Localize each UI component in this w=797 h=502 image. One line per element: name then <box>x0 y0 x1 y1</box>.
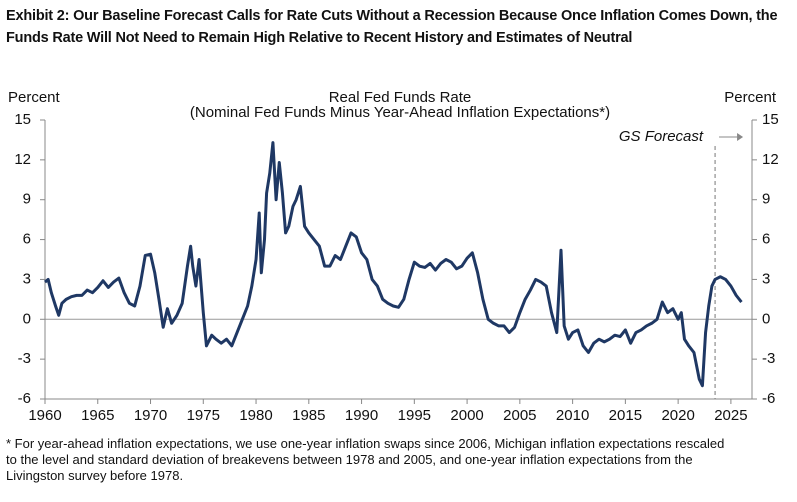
x-tick-label: 2020 <box>661 407 694 424</box>
arrow-head <box>737 133 744 141</box>
x-tick-label: 1965 <box>81 407 114 424</box>
y-tick-label: 15 <box>14 111 31 128</box>
x-tick-label: 2025 <box>714 407 747 424</box>
x-tick-label: 1995 <box>398 407 431 424</box>
y-tick-label: 9 <box>23 191 31 208</box>
x-tick-label: 1975 <box>187 407 220 424</box>
x-tick-label: 1980 <box>239 407 272 424</box>
x-tick-label: 1970 <box>134 407 167 424</box>
y-tick-label: -6 <box>18 390 31 407</box>
x-tick-label: 2000 <box>450 407 483 424</box>
chart-title: Real Fed Funds Rate <box>329 89 472 106</box>
x-tick-label: 2005 <box>503 407 536 424</box>
y-tick-label: 0 <box>23 310 31 327</box>
y2-axis-label: Percent <box>724 89 777 106</box>
y-axis-label: Percent <box>8 89 61 106</box>
data-line <box>44 141 743 388</box>
footnote: * For year-ahead inflation expectations,… <box>6 436 725 483</box>
y2-tick-label: 15 <box>762 111 779 128</box>
y-tick-label: 12 <box>14 151 31 168</box>
x-tick-label: 1990 <box>345 407 378 424</box>
heading: Exhibit 2: Our Baseline Forecast Calls f… <box>6 8 778 46</box>
x-tick-label: 2010 <box>556 407 589 424</box>
y-tick-label: -3 <box>18 350 31 367</box>
chart-subtitle: (Nominal Fed Funds Minus Year-Ahead Infl… <box>190 104 610 121</box>
y-tick-label: 6 <box>23 231 31 248</box>
x-tick-label: 1960 <box>28 407 61 424</box>
x-tick-label: 1985 <box>292 407 325 424</box>
annotation: GS Forecast <box>619 128 704 145</box>
y2-tick-label: -6 <box>762 390 775 407</box>
y2-tick-label: 3 <box>762 270 770 287</box>
y2-tick-label: 6 <box>762 231 770 248</box>
y2-tick-label: 12 <box>762 151 779 168</box>
x-tick-label: 2015 <box>609 407 642 424</box>
y2-tick-label: 9 <box>762 191 770 208</box>
y2-tick-label: 0 <box>762 310 770 327</box>
y2-tick-label: -3 <box>762 350 775 367</box>
y-tick-label: 3 <box>23 270 31 287</box>
